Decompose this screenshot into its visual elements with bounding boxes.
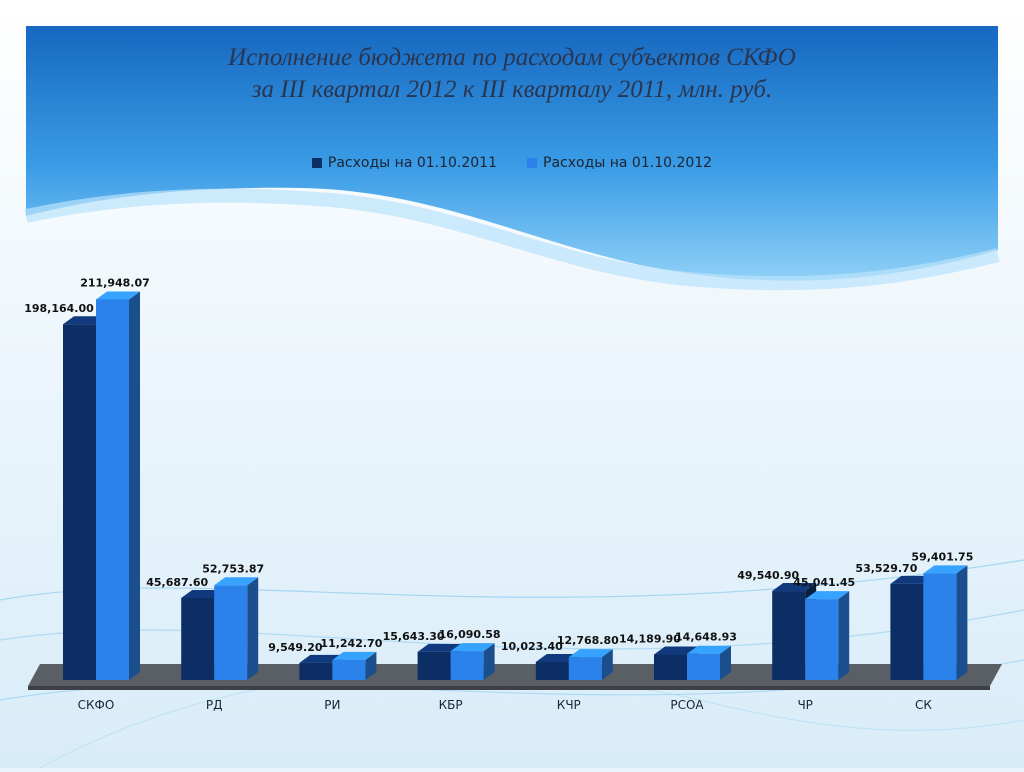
bar-top-2012-3 xyxy=(450,643,495,652)
bar-top-2012-6 xyxy=(805,591,850,600)
bar-side-2012-6 xyxy=(838,591,850,680)
bar-top-2012-0 xyxy=(96,291,140,300)
bar-2012-2 xyxy=(332,659,366,680)
data-label-2011-6: 49,540.90 xyxy=(737,569,799,582)
bar-top-2012-4 xyxy=(568,649,613,658)
bar-2012-4 xyxy=(568,657,602,680)
chart-title: Исполнение бюджета по расходам субъектов… xyxy=(100,42,924,106)
data-label-2012-6: 45,041.45 xyxy=(793,576,855,589)
chart-legend: Расходы на 01.10.2011 Расходы на 01.10.2… xyxy=(0,155,1024,171)
chart-title-line-2: за III квартал 2012 к III кварталу 2011,… xyxy=(251,76,773,103)
bar-side-2012-0 xyxy=(129,291,140,680)
x-tick-label-4: КЧР xyxy=(557,698,581,712)
bar-top-2011-3 xyxy=(417,643,462,652)
bar-side-2012-7 xyxy=(956,565,968,680)
chart-floor-edge xyxy=(28,686,990,690)
x-tick-label-1: РД xyxy=(206,698,223,712)
legend-swatch-2012 xyxy=(527,158,537,168)
bar-top-2012-1 xyxy=(214,577,259,586)
bar-2011-5 xyxy=(654,654,687,680)
bar-2012-5 xyxy=(687,653,720,680)
legend-item-2012: Расходы на 01.10.2012 xyxy=(527,155,712,171)
data-label-2011-7: 53,529.70 xyxy=(855,562,917,575)
bar-2011-6 xyxy=(772,591,806,680)
bar-top-2012-2 xyxy=(332,651,377,660)
bar-2011-2 xyxy=(299,662,333,680)
data-label-2012-1: 52,753.87 xyxy=(202,562,264,575)
data-label-2011-2: 9,549.20 xyxy=(268,641,323,654)
bar-2012-7 xyxy=(923,573,957,680)
legend-item-2011: Расходы на 01.10.2011 xyxy=(311,155,497,171)
bar-side-2012-2 xyxy=(365,651,377,680)
data-label-2012-0: 211,948.07 xyxy=(80,276,150,289)
x-tick-label-7: СК xyxy=(915,698,932,712)
bar-top-2012-7 xyxy=(923,565,968,574)
legend-swatch-2011 xyxy=(311,158,322,168)
x-tick-label-5: РСОА xyxy=(670,698,704,712)
data-label-2012-5: 14,648.93 xyxy=(675,631,737,644)
data-label-2011-3: 15,643.30 xyxy=(383,630,445,643)
bar-2012-1 xyxy=(214,585,248,680)
data-label-2011-0: 198,164.00 xyxy=(24,302,94,315)
bar-side-2012-5 xyxy=(720,645,731,680)
bar-2011-0 xyxy=(63,324,96,680)
bar-top-2011-6 xyxy=(772,583,817,592)
data-label-2012-3: 16,090.58 xyxy=(439,628,501,641)
data-label-2011-1: 45,687.60 xyxy=(146,576,208,589)
bar-side-2012-4 xyxy=(601,649,613,680)
legend-label-2011: Расходы на 01.10.2011 xyxy=(327,155,497,171)
bar-2011-7 xyxy=(890,583,924,680)
legend-label-2012: Расходы на 01.10.2012 xyxy=(543,155,713,171)
bar-2012-0 xyxy=(96,299,129,680)
bar-2011-1 xyxy=(181,597,215,680)
data-label-2012-4: 12,768.80 xyxy=(557,634,619,647)
bar-2011-4 xyxy=(535,662,569,680)
bar-2012-6 xyxy=(805,599,839,680)
x-tick-label-6: ЧР xyxy=(797,698,812,712)
bar-top-2011-5 xyxy=(654,646,698,655)
bar-2012-3 xyxy=(450,651,484,680)
x-tick-label-3: КБР xyxy=(439,698,463,712)
data-label-2012-7: 59,401.75 xyxy=(911,550,973,563)
x-tick-label-2: РИ xyxy=(324,698,340,712)
bar-top-2012-5 xyxy=(687,645,731,654)
x-tick-label-0: СКФО xyxy=(78,698,115,712)
chart-title-line-1: Исполнение бюджета по расходам субъектов… xyxy=(228,44,796,71)
chart-floor-top xyxy=(28,664,1002,686)
data-label-2012-2: 11,242.70 xyxy=(320,637,382,650)
data-label-2011-4: 10,023.40 xyxy=(501,640,563,653)
bar-2011-3 xyxy=(417,651,451,680)
data-label-2011-5: 14,189.90 xyxy=(619,633,681,646)
bar-side-2012-3 xyxy=(483,643,495,680)
bar-side-2012-1 xyxy=(247,577,259,680)
